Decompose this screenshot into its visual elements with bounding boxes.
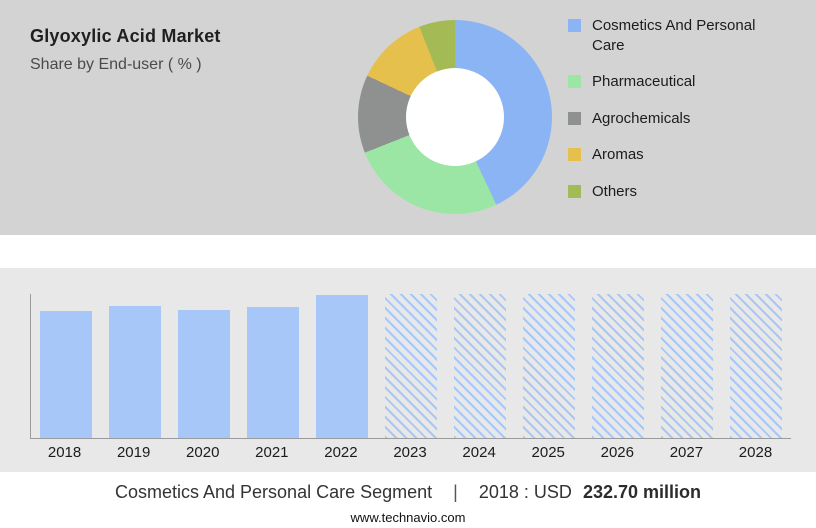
x-tick-label: 2024 <box>462 444 496 461</box>
forecast-bar-2025 <box>523 294 576 438</box>
x-tick-label: 2021 <box>255 444 289 461</box>
bar-column <box>515 294 584 438</box>
legend-item: Cosmetics And Personal Care <box>568 16 778 55</box>
caption-bar: Cosmetics And Personal Care Segment | 20… <box>0 482 816 503</box>
bar-plot <box>30 294 791 439</box>
bar-2018 <box>39 311 92 438</box>
x-tick-label: 2018 <box>47 444 82 461</box>
legend-swatch-icon <box>568 148 581 161</box>
bar-2021 <box>246 306 299 438</box>
legend-item: Agrochemicals <box>568 109 778 129</box>
forecast-bar-2026 <box>592 294 645 438</box>
bar-column <box>31 294 100 438</box>
x-tick-label: 2020 <box>186 444 220 461</box>
bar-column <box>238 294 307 438</box>
page-title: Glyoxylic Acid Market <box>30 26 221 46</box>
legend-label: Pharmaceutical <box>592 73 696 90</box>
forecast-bar-2027 <box>661 294 714 438</box>
forecast-bar-2023 <box>385 294 438 438</box>
bar-chart-panel: 2018 2019 2020 2021 2022 2023 2024 2025 2026 2027… <box>0 268 816 472</box>
legend-swatch-icon <box>568 75 581 88</box>
x-tick-label: 2022 <box>324 444 358 461</box>
legend-item: Others <box>568 182 778 202</box>
bar-column <box>653 294 722 438</box>
x-axis-labels: 2018 2019 2020 2021 2022 2023 2024 2025 2026 2027… <box>30 444 790 461</box>
x-tick-label: 2023 <box>393 444 427 461</box>
bar-2022 <box>315 295 368 438</box>
bar-column <box>584 294 653 438</box>
bar-column <box>722 294 791 438</box>
x-tick-label: 2027 <box>669 444 704 461</box>
legend-swatch-icon <box>568 19 581 32</box>
donut-chart <box>358 20 552 214</box>
caption-separator: | <box>453 482 458 502</box>
bar-column <box>100 294 169 438</box>
bar-2019 <box>108 305 161 438</box>
page-subtitle: Share by End-user ( % ) <box>30 56 202 73</box>
bar-column <box>376 294 445 438</box>
legend-label: Agrochemicals <box>592 109 691 127</box>
caption-value-prefix: 2018 : USD <box>478 482 572 502</box>
caption-segment: Cosmetics And Personal Care Segment <box>114 482 433 502</box>
legend-label: Others <box>592 182 638 200</box>
x-tick-label: 2025 <box>531 444 565 461</box>
caption-value: 232.70 million <box>582 482 701 502</box>
bar-column <box>446 294 515 438</box>
legend-label: Aromas <box>592 146 644 163</box>
bar-column <box>307 294 376 438</box>
legend-swatch-icon <box>568 111 581 125</box>
share-panel: Glyoxylic Acid Market Share by End-user … <box>0 0 816 235</box>
legend-label: Cosmetics And Personal Care <box>592 17 756 54</box>
footer-url: www.technavio.com <box>350 510 466 525</box>
bar-column <box>169 294 238 438</box>
legend-item: Aromas <box>568 145 778 165</box>
bar-2020 <box>177 309 230 438</box>
legend-swatch-icon <box>568 184 581 198</box>
donut-hole <box>406 68 504 166</box>
forecast-bar-2028 <box>730 294 783 438</box>
header: Glyoxylic Acid Market Share by End-user … <box>30 26 221 74</box>
x-tick-label: 2028 <box>738 444 773 461</box>
x-tick-label: 2026 <box>600 444 634 461</box>
legend-item: Pharmaceutical <box>568 72 778 92</box>
forecast-bar-2024 <box>454 294 507 438</box>
x-tick-label: 2019 <box>116 444 151 461</box>
donut-legend: Cosmetics And Personal Care Pharmaceutica… <box>568 16 778 201</box>
